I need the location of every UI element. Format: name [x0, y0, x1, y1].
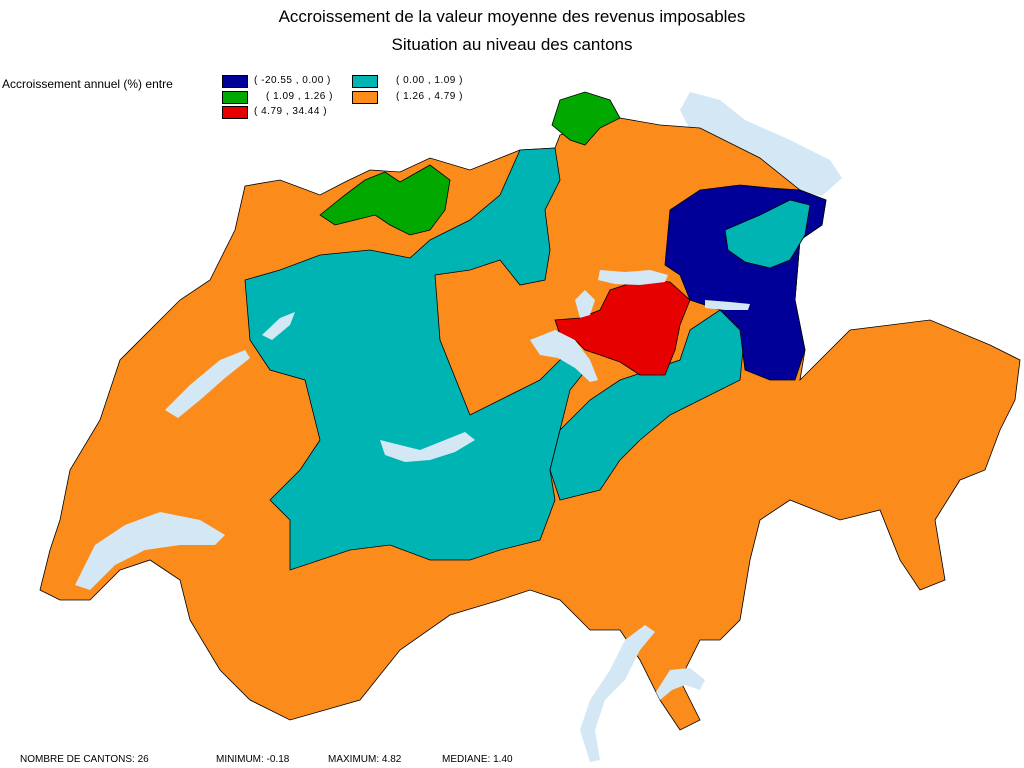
legend-swatch [222, 75, 248, 88]
legend-swatch [352, 75, 378, 88]
legend-range: ( 1.09 , 1.26 ) [266, 91, 333, 102]
lake-constance [680, 92, 842, 196]
canton-green-schaffhausen [551, 91, 621, 146]
canton-teal-appenzell [724, 199, 811, 269]
footer-minimum: MINIMUM: -0.18 [216, 754, 290, 765]
lake-walen [705, 300, 750, 310]
lake-geneva [75, 512, 225, 590]
legend-range: ( 1.26 , 4.79 ) [396, 91, 463, 102]
legend-range: ( 4.79 , 34.44 ) [254, 106, 328, 117]
legend-swatch [352, 91, 378, 104]
footer-maximum: MAXIMUM: 4.82 [328, 754, 402, 765]
lake-neuchatel [165, 350, 250, 418]
lake-lugano [656, 668, 705, 700]
map-title: Accroissement de la valeur moyenne des r… [278, 7, 746, 26]
legend-range: ( 0.00 , 1.09 ) [396, 75, 463, 86]
lake-biel [262, 312, 295, 340]
legend-swatch [222, 106, 248, 119]
legend-range: ( -20.55 , 0.00 ) [254, 75, 331, 86]
map-subtitle: Situation au niveau des cantons [391, 35, 633, 54]
lake-maggiore [580, 625, 655, 762]
lake-thun-brienz [380, 432, 475, 462]
footer-canton-count: NOMBRE DE CANTONS: 26 [20, 754, 149, 765]
lake-zug [575, 290, 595, 318]
canton-red [554, 279, 691, 376]
legend-swatch [222, 91, 248, 104]
lake-lucerne [530, 330, 598, 382]
canton-green-basel [319, 164, 451, 236]
lake-zurich [598, 270, 668, 285]
canton-teal-central [244, 147, 591, 571]
footer-median: MEDIANE: 1.40 [442, 754, 513, 765]
legend-caption: Accroissement annuel (%) entre [2, 77, 173, 91]
